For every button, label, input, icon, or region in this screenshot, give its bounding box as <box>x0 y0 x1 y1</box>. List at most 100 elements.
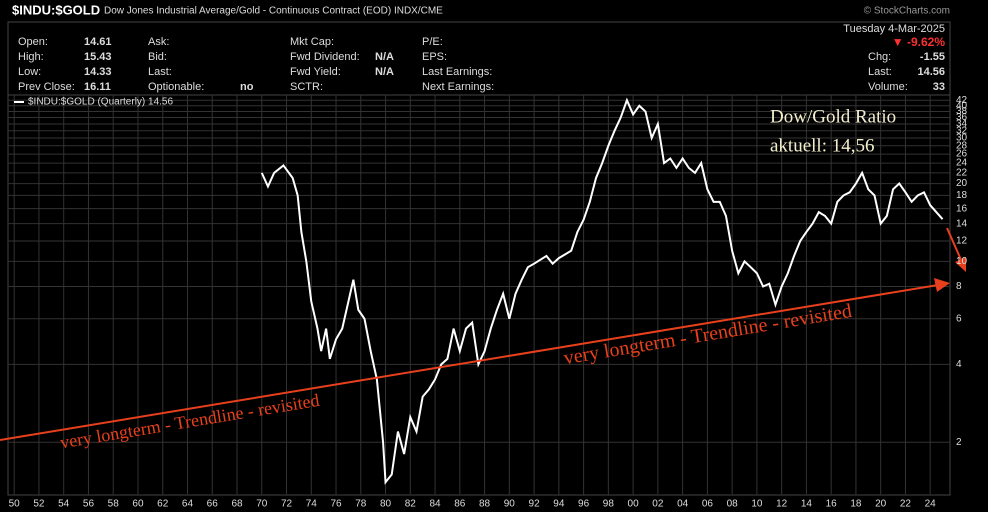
y-tick-label: 26 <box>956 149 968 160</box>
x-tick-label: 98 <box>603 499 615 510</box>
quote-value: -1.55 <box>920 51 945 63</box>
quote-label: High: <box>18 51 44 63</box>
quote-label: Mkt Cap: <box>290 36 334 48</box>
x-tick-label: 62 <box>157 499 169 510</box>
quote-value: 16.11 <box>84 81 111 93</box>
quote-label: Volume: <box>868 81 908 93</box>
plot-frame <box>7 94 951 496</box>
x-tick-label: 88 <box>479 499 491 510</box>
data-line <box>260 97 944 485</box>
quote-label: Last: <box>148 66 172 78</box>
y-tick-label: 12 <box>956 236 968 247</box>
x-tick-label: 18 <box>850 499 862 510</box>
x-tick-label: 00 <box>628 499 640 510</box>
x-tick-label: 90 <box>504 499 516 510</box>
symbol: $INDU:$GOLD <box>12 2 100 17</box>
quote-value: 15.43 <box>84 51 112 63</box>
x-tick-label: 20 <box>875 499 887 510</box>
x-tick-label: 64 <box>182 499 194 510</box>
quote-label: Last Earnings: <box>422 66 492 78</box>
quote-value: 33 <box>933 81 945 93</box>
y-tick-label: 42 <box>956 95 968 106</box>
quote-label: SCTR: <box>290 81 323 93</box>
trendline-arrowhead <box>934 278 950 292</box>
x-tick-label: 94 <box>553 499 565 510</box>
y-tick-label: 2 <box>956 437 962 448</box>
y-tick-label: 32 <box>956 125 968 136</box>
quote-label: Optionable: <box>148 81 204 93</box>
x-tick-label: 52 <box>33 499 45 510</box>
y-tick-label: 40 <box>956 100 968 111</box>
quote-label: Chg: <box>868 51 891 63</box>
y-tick-label: 24 <box>956 158 968 169</box>
quote-label: Open: <box>18 36 48 48</box>
change-pct: ▼ -9.62% <box>892 35 946 49</box>
quote-value: N/A <box>375 66 394 78</box>
x-tick-label: 12 <box>776 499 788 510</box>
date: Tuesday 4-Mar-2025 <box>843 23 945 35</box>
y-tick-label: 20 <box>956 178 968 189</box>
down-arrow <box>946 227 963 263</box>
y-tick-label: 30 <box>956 133 968 144</box>
x-tick-label: 14 <box>801 499 813 510</box>
x-tick-label: 60 <box>132 499 144 510</box>
x-tick-label: 84 <box>429 499 441 510</box>
quote-label: Last: <box>868 66 892 78</box>
y-tick-label: 36 <box>956 112 968 123</box>
x-tick-label: 04 <box>677 499 689 510</box>
quote-value: 14.33 <box>84 66 112 78</box>
y-tick-label: 16 <box>956 203 968 214</box>
x-tick-label: 22 <box>900 499 912 510</box>
x-tick-label: 82 <box>405 499 417 510</box>
y-tick-label: 34 <box>956 119 968 130</box>
y-tick-label: 14 <box>956 218 968 229</box>
x-tick-label: 86 <box>454 499 466 510</box>
x-tick-label: 24 <box>925 499 937 510</box>
y-tick-label: 38 <box>956 106 968 117</box>
down-arrowhead <box>955 257 966 272</box>
x-tick-label: 50 <box>9 499 21 510</box>
quote-label: Fwd Dividend: <box>290 51 360 63</box>
quote-label: Fwd Yield: <box>290 66 341 78</box>
quote-value: 14.56 <box>917 66 945 78</box>
annotation: aktuell: 14,56 <box>770 135 874 156</box>
x-tick-label: 54 <box>58 499 70 510</box>
quote-value: N/A <box>375 51 394 63</box>
y-tick-label: 6 <box>956 313 962 324</box>
y-tick-label: 4 <box>956 359 962 370</box>
x-tick-label: 68 <box>231 499 243 510</box>
y-tick-label: 18 <box>956 190 968 201</box>
x-tick-label: 08 <box>727 499 739 510</box>
source: © StockCharts.com <box>864 6 950 17</box>
x-tick-label: 74 <box>306 499 318 510</box>
x-tick-label: 66 <box>207 499 219 510</box>
x-tick-label: 58 <box>108 499 120 510</box>
x-tick-label: 72 <box>281 499 293 510</box>
x-tick-label: 92 <box>529 499 541 510</box>
quote-value: no <box>240 81 254 93</box>
quote-label: P/E: <box>422 36 443 48</box>
y-tick-label: 28 <box>956 140 968 151</box>
y-tick-label: 10 <box>956 256 968 267</box>
y-tick-label: 22 <box>956 167 968 178</box>
legend-label: $INDU:$GOLD (Quarterly) 14.56 <box>28 97 173 108</box>
quote-label: Ask: <box>148 36 169 48</box>
x-tick-label: 56 <box>83 499 95 510</box>
annotation: Dow/Gold Ratio <box>770 106 896 127</box>
x-tick-label: 16 <box>826 499 838 510</box>
x-tick-label: 02 <box>652 499 664 510</box>
quote-label: Low: <box>18 66 41 78</box>
x-tick-label: 80 <box>380 499 392 510</box>
quote-value: 14.61 <box>84 36 112 48</box>
quote-label: Bid: <box>148 51 167 63</box>
x-tick-label: 10 <box>751 499 763 510</box>
x-tick-label: 76 <box>330 499 342 510</box>
quote-label: EPS: <box>422 51 447 63</box>
x-tick-label: 06 <box>702 499 714 510</box>
quote-label: Prev Close: <box>18 81 75 93</box>
x-tick-label: 70 <box>256 499 268 510</box>
x-tick-label: 96 <box>578 499 590 510</box>
